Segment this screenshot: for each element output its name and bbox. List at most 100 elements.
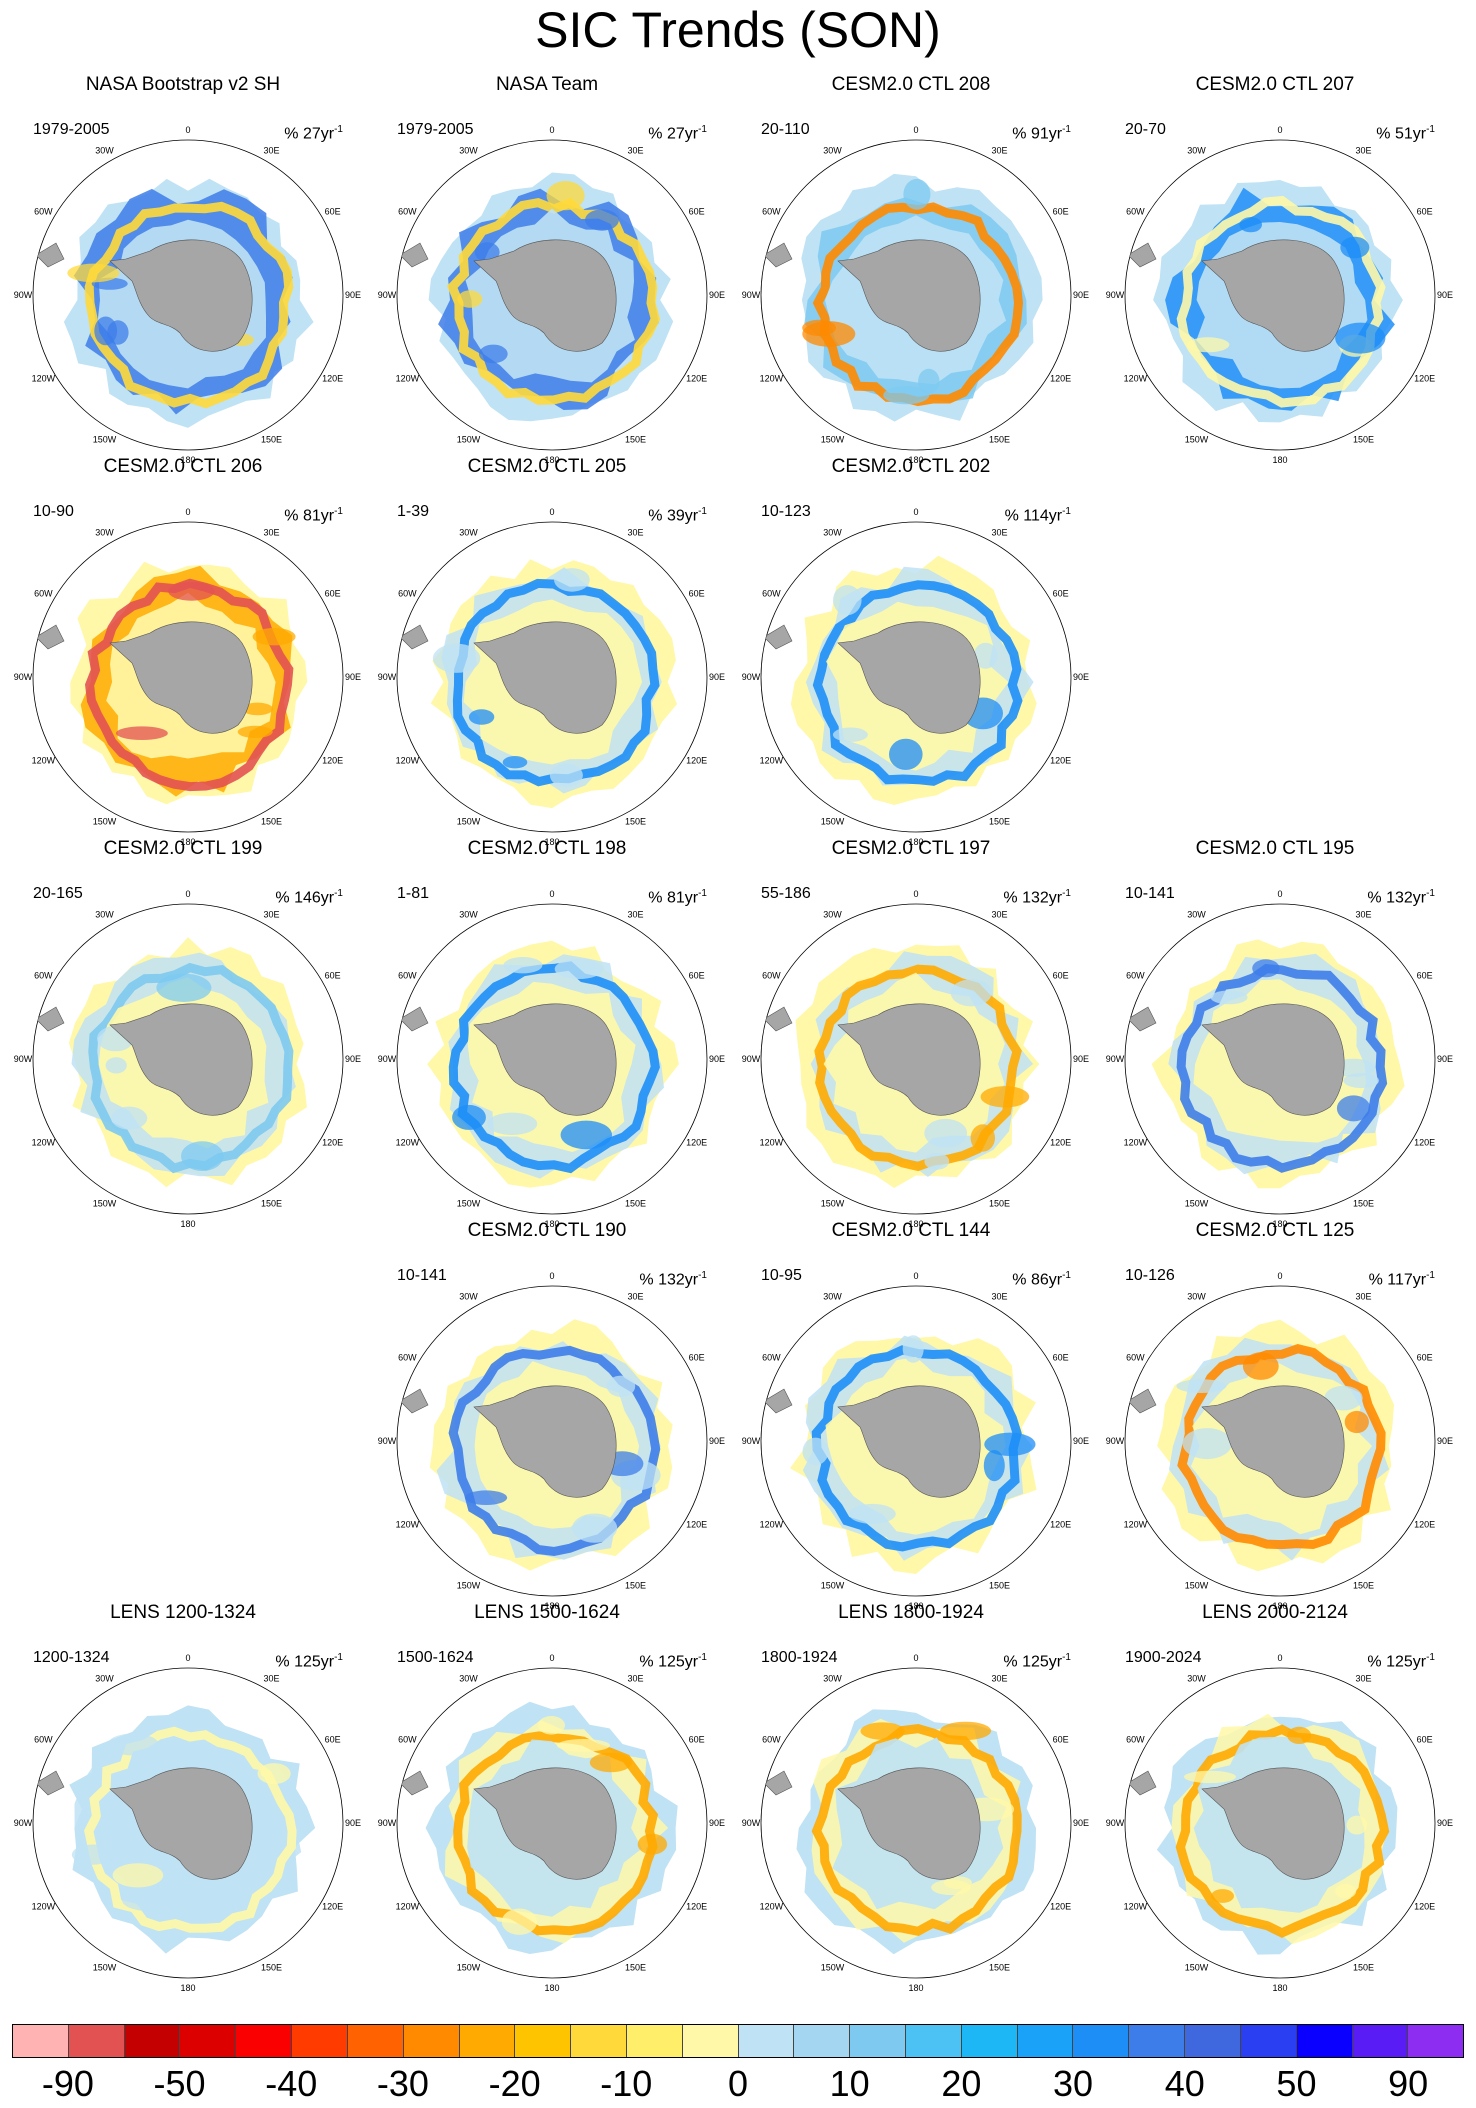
- lon-label: 180: [544, 1219, 559, 1229]
- trend-patch: [67, 263, 120, 283]
- polar-map: 0 30E 60E 90E 120E 150E 180 150W 120W 90W 60W 30W: [14, 1653, 361, 1993]
- trend-patch: [465, 1490, 508, 1505]
- lon-label: 120E: [1050, 374, 1071, 384]
- colorbar-swatch: [459, 2025, 516, 2057]
- lon-label: 90W: [742, 672, 761, 682]
- trend-patch: [1242, 1352, 1279, 1380]
- lon-label: 0: [1277, 1653, 1282, 1663]
- colorbar-swatch: [794, 2025, 851, 2057]
- panel-years: 1979-2005: [33, 121, 110, 138]
- lon-label: 150E: [625, 817, 646, 827]
- south-america: [399, 624, 429, 650]
- lon-label: 150E: [989, 1963, 1010, 1973]
- panel-title: CESM2.0 CTL 190: [467, 1220, 627, 1241]
- trend-patch: [950, 979, 992, 1007]
- lon-label: 150E: [989, 435, 1010, 445]
- polar-map: 0 30E 60E 90E 120E 150E 180 150W 120W 90W 60W 30W: [742, 507, 1089, 847]
- panel-years: 55-186: [761, 885, 811, 902]
- lon-label: 150W: [457, 435, 481, 445]
- map-panel: 0 30E 60E 90E 120E 150E 180 150W 120W 90W 60W 30W CE…: [1095, 838, 1455, 1229]
- lon-label: 120W: [1124, 1520, 1148, 1530]
- lon-label: 30E: [627, 1291, 643, 1301]
- polar-map: 0 30E 60E 90E 120E 150E 180 150W 120W 90W 60W 30W: [14, 889, 361, 1229]
- lon-label: 90W: [378, 672, 397, 682]
- trend-patch: [554, 959, 604, 979]
- lon-label: 60E: [325, 207, 341, 217]
- lon-label: 120W: [32, 1902, 56, 1912]
- lon-label: 150W: [93, 435, 117, 445]
- lon-label: 30E: [1355, 1673, 1371, 1683]
- panel-percent: % 125yr-1: [1003, 1652, 1071, 1671]
- trend-patch: [537, 1716, 565, 1735]
- trend-patch: [156, 973, 212, 1002]
- lon-label: 0: [185, 889, 190, 899]
- lon-label: 30E: [991, 1291, 1007, 1301]
- trend-patch: [1335, 322, 1386, 354]
- colorbar-tick-label: 30: [1053, 2063, 1094, 2104]
- panel-years: 20-70: [1125, 121, 1166, 138]
- trend-patch: [105, 1057, 127, 1074]
- map-panel: 0 30E 60E 90E 120E 150E 180 150W 120W 90W 60W 30W CE…: [367, 1220, 727, 1611]
- panel-title: NASA Bootstrap v2 SH: [85, 74, 281, 95]
- south-america: [763, 1388, 793, 1414]
- lon-label: 60E: [689, 589, 705, 599]
- lon-label: 0: [913, 889, 918, 899]
- trend-patch: [883, 386, 930, 405]
- trend-patch: [1182, 1428, 1232, 1460]
- trend-patch: [457, 290, 483, 308]
- trend-patch: [903, 178, 931, 210]
- panel-percent: % 132yr-1: [1367, 888, 1435, 907]
- lon-label: 150E: [989, 1581, 1010, 1591]
- trend-patch: [452, 1104, 486, 1130]
- trend-band: [812, 202, 1024, 407]
- lon-label: 120E: [322, 756, 343, 766]
- south-america: [35, 242, 65, 268]
- trend-patch: [1184, 1770, 1236, 1784]
- lon-label: 0: [185, 125, 190, 135]
- trend-patch: [1335, 1883, 1357, 1899]
- lon-label: 90W: [14, 1818, 33, 1828]
- panel-years: 10-141: [1125, 885, 1175, 902]
- trend-patch: [606, 1375, 636, 1397]
- lon-label: 30W: [1187, 909, 1206, 919]
- trend-patch: [554, 568, 590, 592]
- trend-patch: [833, 585, 862, 616]
- lon-label: 30W: [95, 527, 114, 537]
- trend-band: [1176, 195, 1386, 408]
- panel-percent: % 91yr-1: [1012, 124, 1071, 143]
- lon-label: 180: [180, 1983, 195, 1993]
- trend-patch: [501, 1908, 538, 1935]
- colorbar: [12, 2024, 1464, 2058]
- colorbar-swatch: [1296, 2025, 1353, 2057]
- lon-label: 0: [913, 507, 918, 517]
- trend-patch: [487, 1112, 538, 1135]
- lon-label: 120W: [32, 756, 56, 766]
- polar-map: 0 30E 60E 90E 120E 150E 180 150W 120W 90W 60W 30W: [1106, 125, 1453, 465]
- lon-label: 150W: [93, 1199, 117, 1209]
- trend-patch: [252, 628, 296, 646]
- trend-patch: [924, 1118, 968, 1148]
- lon-label: 150W: [821, 1963, 845, 1973]
- lon-label: 120W: [32, 374, 56, 384]
- trend-band: [812, 580, 1023, 786]
- lon-label: 60W: [398, 971, 417, 981]
- colorbar-tick-label: -10: [600, 2063, 653, 2104]
- panel-title: LENS 1200-1324: [110, 1602, 256, 1623]
- polar-map: 0 30E 60E 90E 120E 150E 180 150W 120W 90W 60W 30W: [14, 507, 361, 847]
- trend-patch: [1176, 1379, 1227, 1393]
- colorbar-tick-label: -40: [265, 2063, 318, 2104]
- lon-label: 90W: [378, 1054, 397, 1064]
- colorbar-swatch: [1129, 2025, 1186, 2057]
- trend-patch: [848, 1503, 896, 1524]
- panel-years: 1200-1324: [33, 1649, 110, 1666]
- trend-patch: [902, 1335, 924, 1363]
- lon-label: 120E: [686, 1520, 707, 1530]
- antarctica: [837, 621, 981, 734]
- lon-label: 90E: [1073, 290, 1089, 300]
- lon-label: 30E: [263, 909, 279, 919]
- trend-patch: [589, 1752, 632, 1773]
- colorbar-swatch: [1017, 2025, 1074, 2057]
- lon-label: 120W: [760, 1902, 784, 1912]
- lon-label: 150E: [1353, 435, 1374, 445]
- trend-patch: [637, 1833, 668, 1855]
